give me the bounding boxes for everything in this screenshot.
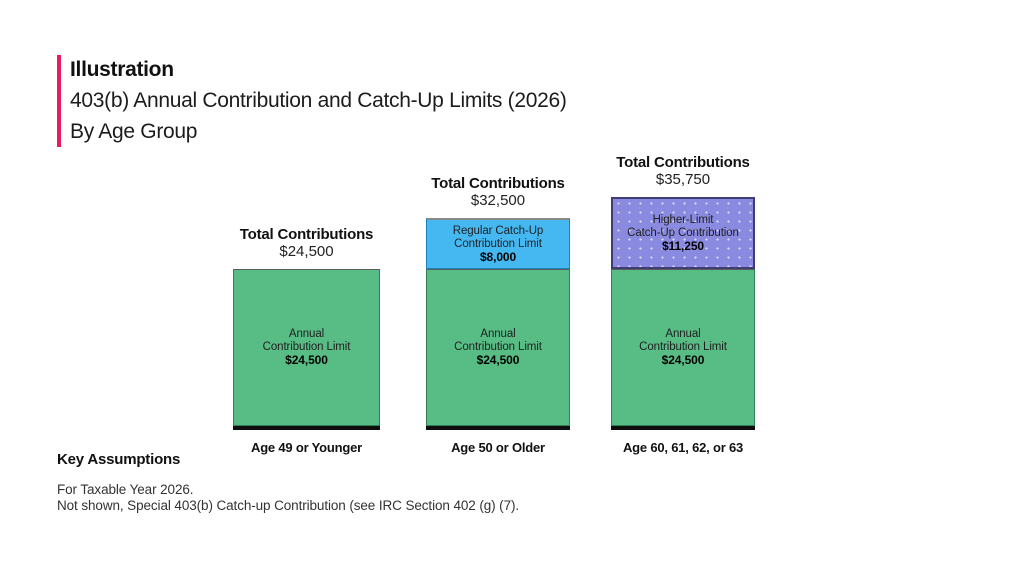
axis-baseline <box>426 426 570 430</box>
segment-label-line: Contribution Limit <box>454 237 542 250</box>
segment-label-line: Annual <box>665 328 701 340</box>
segment-label-line: Regular Catch-Up <box>452 224 544 237</box>
total-amount: $32,500 <box>470 192 526 209</box>
total-label-text: Total Contributions <box>239 226 374 243</box>
chart-title: 403(b) Annual Contribution and Catch-Up … <box>70 89 567 112</box>
segment-label-line: Contribution Limit <box>454 341 542 353</box>
total-contributions-label: Total Contributions $32,500 <box>431 175 565 209</box>
total-amount: $35,750 <box>655 171 711 188</box>
segment-regular-catch-up-limit: Regular Catch-Up Contribution Limit $8,0… <box>426 218 570 269</box>
segment-label-line: Contribution Limit <box>262 341 351 353</box>
axis-baseline <box>611 426 755 430</box>
axis-baseline <box>233 426 380 430</box>
segment-annual-contribution-limit: Annual Contribution Limit $24,500 <box>611 269 755 426</box>
total-amount: $24,500 <box>279 243 334 260</box>
bar: Annual Contribution Limit $24,500 <box>233 269 380 426</box>
segment-annual-contribution-limit: Annual Contribution Limit $24,500 <box>233 269 380 426</box>
segment-label-line: Catch-Up Contribution <box>627 226 739 239</box>
key-assumptions: Key Assumptions For Taxable Year 2026. N… <box>57 451 519 513</box>
total-label-text: Total Contributions <box>616 154 750 171</box>
key-assumptions-heading: Key Assumptions <box>57 451 181 468</box>
category-label: Age 50 or Older <box>451 440 545 455</box>
segment-label-line: Higher-Limit <box>652 213 714 226</box>
total-contributions-label: Total Contributions $24,500 <box>239 226 374 260</box>
assumption-note: Not shown, Special 403(b) Catch-up Contr… <box>57 497 520 513</box>
chart-subtitle: By Age Group <box>70 120 198 143</box>
bar-group-age-49-or-younger: Total Contributions $24,500 Annual Contr… <box>233 226 380 455</box>
bar: Regular Catch-Up Contribution Limit $8,0… <box>426 218 570 426</box>
segment-amount: $24,500 <box>285 353 328 367</box>
bar-group-age-60-to-63: Total Contributions $35,750 Higher-Limit… <box>611 154 755 455</box>
total-label-text: Total Contributions <box>431 175 565 192</box>
segment-label-line: Contribution Limit <box>639 341 727 353</box>
segment-amount: $8,000 <box>479 249 517 264</box>
segment-label-line: Annual <box>480 328 516 340</box>
accent-bar <box>57 55 61 147</box>
assumption-note: For Taxable Year 2026. <box>57 482 194 497</box>
total-contributions-label: Total Contributions $35,750 <box>616 154 750 188</box>
segment-amount: $24,500 <box>661 353 705 367</box>
segment-higher-limit-catch-up: Higher-Limit Catch-Up Contribution $11,2… <box>611 197 755 269</box>
segment-amount: $11,250 <box>661 238 704 253</box>
segment-amount: $24,500 <box>476 353 520 367</box>
segment-annual-contribution-limit: Annual Contribution Limit $24,500 <box>426 269 570 426</box>
segment-label-line: Annual <box>288 328 325 340</box>
category-label: Age 60, 61, 62, or 63 <box>622 440 744 455</box>
slide-header: Illustration 403(b) Annual Contribution … <box>57 55 567 147</box>
bar-group-age-50-or-older: Total Contributions $32,500 Regular Catc… <box>426 175 570 455</box>
header-kicker: Illustration <box>70 58 174 81</box>
category-label: Age 49 or Younger <box>251 440 362 455</box>
bar: Higher-Limit Catch-Up Contribution $11,2… <box>611 197 755 426</box>
